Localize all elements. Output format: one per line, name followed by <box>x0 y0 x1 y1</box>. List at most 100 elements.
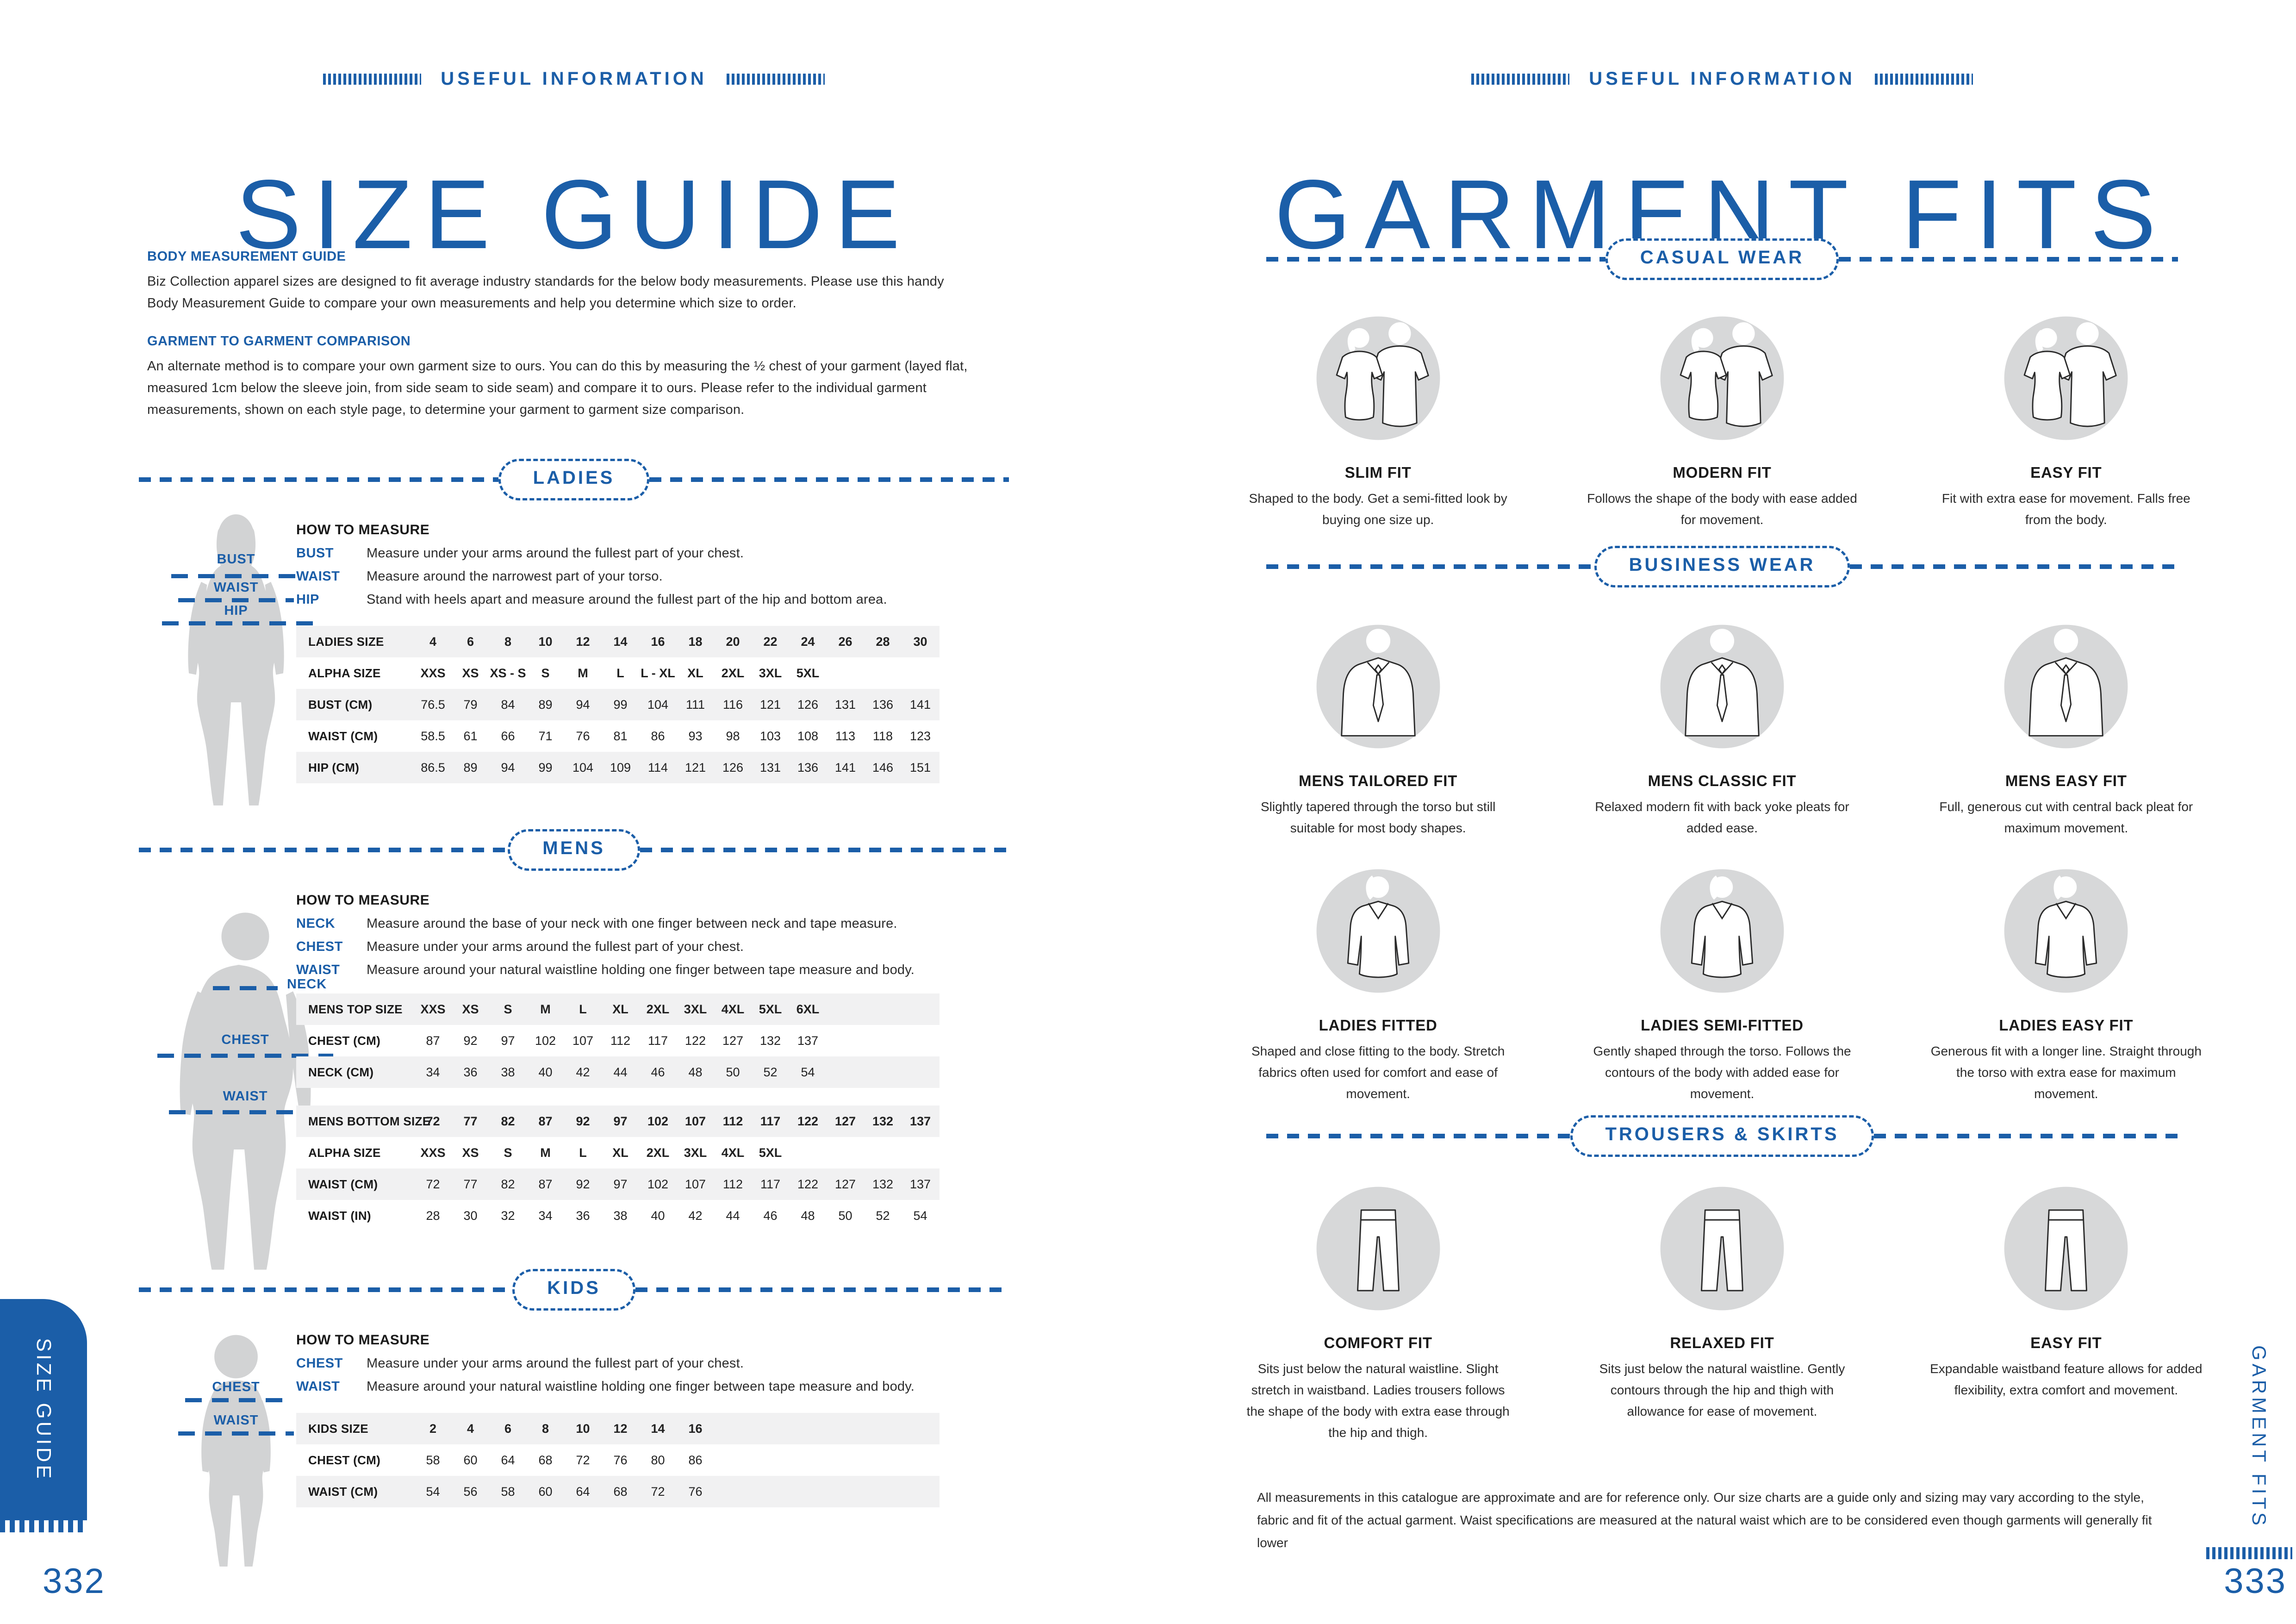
table-cell: 136 <box>872 697 894 712</box>
dashed-rule <box>649 477 1009 482</box>
fit-description: Full, generous cut with central back ple… <box>1939 800 2193 835</box>
kids-how-to-measure: HOW TO MEASURE CHEST Measure under your … <box>296 1332 967 1394</box>
casual-fit-row: SLIM FIT Shaped to the body. Get a semi-… <box>1206 311 2238 531</box>
table-cell: 58 <box>501 1484 515 1499</box>
mens-top-size-table: MENS TOP SIZE XXS XS S M L XL 2XL 3XL 4X… <box>296 993 940 1088</box>
table-cell: 86 <box>651 729 665 743</box>
dashed-rule <box>1839 257 2178 262</box>
table-cell: 16 <box>688 1421 703 1436</box>
table-cell: 22 <box>763 634 778 649</box>
table-cell: 5XL <box>759 1002 782 1016</box>
row-label: CHEST (CM) <box>308 1453 381 1467</box>
table-cell: 34 <box>538 1208 553 1223</box>
waist-measure-line <box>169 1110 322 1114</box>
table-cell: M <box>578 666 588 680</box>
table-cell: 122 <box>684 1033 706 1048</box>
table-cell: XL <box>612 1002 628 1016</box>
measure-desc: Measure around your natural waistline ho… <box>367 962 915 977</box>
figure-label-waist: WAIST <box>213 1413 259 1428</box>
fit-name: LADIES EASY FIT <box>1999 1017 2134 1034</box>
table-row: CHEST (CM) 87 92 97 102 107 112 117 122 … <box>296 1025 940 1056</box>
table-cell: 3XL <box>759 666 782 680</box>
table-cell: 6 <box>504 1421 512 1436</box>
table-cell: 131 <box>834 697 856 712</box>
section-pill-ladies: LADIES <box>498 459 650 500</box>
table-cell: 108 <box>797 729 819 743</box>
shirt-and-tie-icon <box>1655 619 1789 754</box>
fit-description: Slightly tapered through the torso but s… <box>1260 800 1496 835</box>
row-label: WAIST (CM) <box>308 1484 378 1499</box>
table-cell: 3XL <box>684 1145 707 1160</box>
table-cell: L - XL <box>641 666 675 680</box>
table-cell: 46 <box>651 1065 665 1079</box>
table-cell: 92 <box>463 1033 478 1048</box>
table-cell: 97 <box>501 1033 515 1048</box>
table-cell: XS <box>462 666 479 680</box>
intro-text: An alternate method is to compare your o… <box>147 359 968 417</box>
table-cell: 76 <box>576 729 590 743</box>
intro-text: Biz Collection apparel sizes are designe… <box>147 274 944 311</box>
page-number: 332 <box>43 1562 106 1601</box>
table-cell: 117 <box>760 1177 781 1191</box>
table-row: MENS TOP SIZE XXS XS S M L XL 2XL 3XL 4X… <box>296 993 940 1025</box>
table-cell: 56 <box>463 1484 478 1499</box>
table-cell: 4XL <box>721 1002 745 1016</box>
table-cell: 111 <box>685 697 705 712</box>
fit-card: MENS CLASSIC FIT Relaxed modern fit with… <box>1550 619 1894 839</box>
table-cell: 114 <box>647 760 668 775</box>
measure-term: CHEST <box>296 939 343 954</box>
row-label: HIP (CM) <box>308 760 360 775</box>
row-label: ALPHA SIZE <box>308 666 381 680</box>
table-cell: 71 <box>538 729 553 743</box>
measure-desc: Measure under your arms around the fulle… <box>367 939 744 954</box>
side-tab-label: SIZE GUIDE <box>32 1338 55 1481</box>
fit-card: RELAXED FIT Sits just below the natural … <box>1550 1181 1894 1443</box>
table-cell: 151 <box>909 760 931 775</box>
table-cell: 40 <box>651 1208 665 1223</box>
trousers-fit-row: COMFORT FIT Sits just below the natural … <box>1206 1181 2238 1443</box>
side-vertical-label: GARMENT FITS <box>2248 1345 2270 1529</box>
fit-name: LADIES FITTED <box>1319 1017 1437 1034</box>
fit-name: MENS EASY FIT <box>2005 772 2127 789</box>
table-cell: 89 <box>538 697 553 712</box>
table-cell: 64 <box>501 1453 515 1467</box>
table-cell: XL <box>687 666 703 680</box>
table-cell: 2XL <box>646 1002 670 1016</box>
table-cell: 80 <box>651 1453 665 1467</box>
table-cell: 2 <box>429 1421 437 1436</box>
fit-description: Relaxed modern fit with back yoke pleats… <box>1595 800 1849 835</box>
tshirt-couple-icon <box>1999 311 2133 445</box>
section-divider-casual-wear: CASUAL WEAR <box>1266 238 2178 280</box>
mens-how-to-measure: HOW TO MEASURE NECK Measure around the b… <box>296 893 967 978</box>
table-cell: M <box>540 1145 551 1160</box>
table-cell: 136 <box>797 760 819 775</box>
table-cell: 48 <box>688 1065 703 1079</box>
figure-label-neck: NECK <box>287 977 327 992</box>
table-cell: 131 <box>759 760 781 775</box>
tshirt-couple-icon <box>1655 311 1789 445</box>
fit-card: COMFORT FIT Sits just below the natural … <box>1206 1181 1550 1443</box>
measure-desc: Stand with heels apart and measure aroun… <box>367 592 887 607</box>
table-cell: 141 <box>909 697 931 712</box>
table-cell: 121 <box>684 760 706 775</box>
comb-decoration-icon <box>726 73 825 85</box>
intro-copy: BODY MEASUREMENT GUIDE Biz Collection ap… <box>147 249 971 440</box>
table-cell: 26 <box>838 634 852 649</box>
table-cell: 98 <box>726 729 740 743</box>
table-cell: 92 <box>576 1114 590 1128</box>
fit-name: RELAXED FIT <box>1670 1334 1774 1351</box>
measure-term: HIP <box>296 592 319 607</box>
garment-fits-page: USEFUL INFORMATION GARMENT FITS CASUAL W… <box>1148 0 2296 1624</box>
table-cell: XXS <box>420 1145 446 1160</box>
dashed-rule <box>635 1287 1009 1292</box>
table-cell: 132 <box>759 1033 781 1048</box>
row-label: CHEST (CM) <box>308 1033 381 1048</box>
measure-row: HIP Stand with heels apart and measure a… <box>296 592 967 607</box>
measure-term: CHEST <box>296 1356 343 1371</box>
measure-desc: Measure around the base of your neck wit… <box>367 916 897 931</box>
comb-decoration-icon <box>1471 73 1570 85</box>
section-pill-business-wear: BUSINESS WEAR <box>1594 546 1850 587</box>
table-cell: 3XL <box>684 1002 707 1016</box>
how-to-measure-heading: HOW TO MEASURE <box>296 893 430 908</box>
table-cell: 102 <box>647 1114 669 1128</box>
